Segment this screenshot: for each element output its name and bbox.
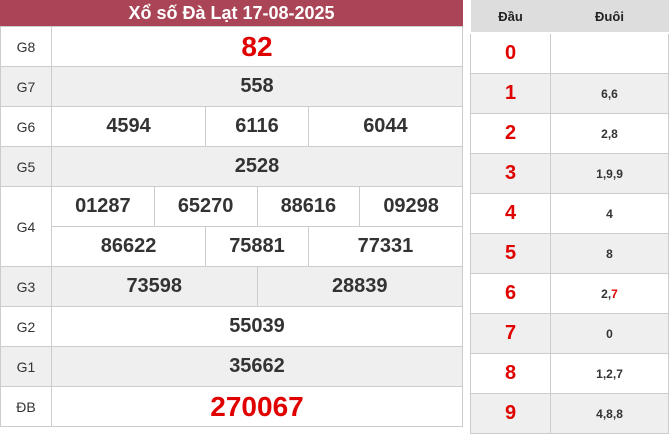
loto-row: 2 2,8 <box>470 113 669 154</box>
tail-digit: 1 <box>596 166 603 181</box>
tail-digit: 4 <box>606 206 613 221</box>
head-digit: 7 <box>470 313 551 354</box>
results-title: Xổ số Đà Lạt 17-08-2025 <box>0 0 463 26</box>
tail-digits: 1,2,7 <box>550 353 669 394</box>
tail-digit: 8 <box>611 126 618 141</box>
head-digit: 0 <box>470 32 551 74</box>
tail-digits: 0 <box>550 313 669 354</box>
head-digit: 8 <box>470 353 551 394</box>
prize-number: 86622 <box>50 226 207 267</box>
results-table: Xổ số Đà Lạt 17-08-2025 G8 82 G7 558 G6 459… <box>0 0 464 427</box>
prize-number: 2528 <box>51 146 463 187</box>
head-digit: 3 <box>470 153 551 194</box>
tail-digit: 2 <box>606 366 613 381</box>
prize-number: 65270 <box>153 186 258 227</box>
prize-label: ĐB <box>0 386 52 427</box>
prize-label: G2 <box>0 306 52 347</box>
head-column-header: Đầu <box>470 0 551 34</box>
prize-number: 6044 <box>307 106 464 147</box>
loto-row: 1 6,6 <box>470 73 669 114</box>
prize-label: G4 <box>0 186 52 267</box>
tail-digit: 8 <box>606 406 613 421</box>
tail-digit: 8 <box>606 246 613 261</box>
tail-digits: 4 <box>550 193 669 234</box>
head-digit: 6 <box>470 273 551 314</box>
prize-label: G8 <box>0 26 52 67</box>
tail-digit: 2 <box>601 286 608 301</box>
tail-digit: 6 <box>611 86 618 101</box>
prize-number: 77331 <box>307 226 464 267</box>
head-digit: 4 <box>470 193 551 234</box>
prize-number: 35662 <box>51 346 463 387</box>
prize-label: G7 <box>0 66 52 107</box>
tail-digit: 2 <box>601 126 608 141</box>
tail-digit: 0 <box>606 326 613 341</box>
prize-label: G6 <box>0 106 52 147</box>
loto-row: 8 1,2,7 <box>470 353 669 394</box>
tail-digits: 6,6 <box>550 73 669 114</box>
loto-row: 0 <box>470 32 669 74</box>
tail-digits: 1,9,9 <box>550 153 669 194</box>
prize-number: 88616 <box>256 186 361 227</box>
prize-number: 4594 <box>50 106 207 147</box>
tail-digit: 7 <box>611 286 618 301</box>
tail-digit: 9 <box>606 166 613 181</box>
prize-number: 28839 <box>256 266 463 307</box>
tail-digits: 2,8 <box>550 113 669 154</box>
head-digit: 2 <box>470 113 551 154</box>
prize-number: 73598 <box>51 266 258 307</box>
head-digit: 5 <box>470 233 551 274</box>
tail-digits: 2,7 <box>550 273 669 314</box>
tail-digit: 4 <box>596 406 603 421</box>
tail-digit: 9 <box>616 166 623 181</box>
tail-digit: 1 <box>596 366 603 381</box>
prize-label: G3 <box>0 266 52 307</box>
head-digit: 1 <box>470 73 551 114</box>
prize-number: 82 <box>51 26 463 67</box>
prize-number: 09298 <box>359 186 463 227</box>
loto-table: Đầu Đuôi 0 1 6,6 2 2,8 3 1,9,9 4 4 5 8 6 2,7 7 0 8 1,2,7 9… <box>470 0 669 434</box>
tail-column-header: Đuôi <box>550 0 669 34</box>
tail-digits: 8 <box>550 233 669 274</box>
prize-number: 55039 <box>51 306 463 347</box>
tail-digit: 6 <box>601 86 608 101</box>
prize-number: 6116 <box>205 106 309 147</box>
tail-digit: 7 <box>616 366 623 381</box>
loto-row: 6 2,7 <box>470 273 669 314</box>
tail-digit: 8 <box>616 406 623 421</box>
prize-number: 01287 <box>51 186 155 227</box>
loto-row: 3 1,9,9 <box>470 153 669 194</box>
special-prize-number: 270067 <box>51 386 463 427</box>
prize-label: G1 <box>0 346 52 387</box>
tail-digits <box>550 32 669 74</box>
prize-number: 558 <box>51 66 463 107</box>
prize-number: 75881 <box>205 226 309 267</box>
prize-label: G5 <box>0 146 52 187</box>
